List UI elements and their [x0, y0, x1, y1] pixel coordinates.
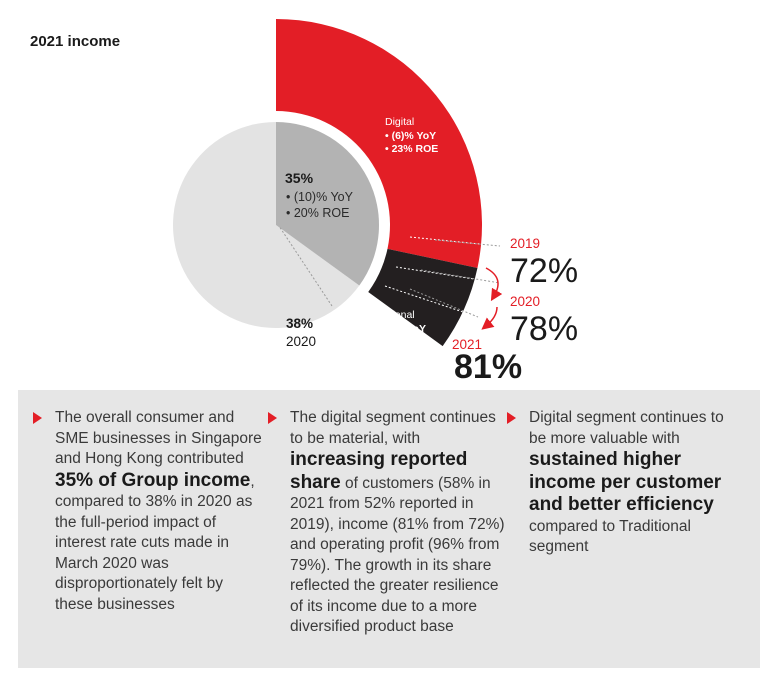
- prior-share-year: 2020: [286, 334, 316, 349]
- note-1-highlight: 35% of Group income: [55, 469, 251, 491]
- note-1-part-2: , compared to 38% in 2020 as the full-pe…: [55, 472, 255, 613]
- trend-leader-line: [384, 285, 479, 318]
- trend-leader-line: [409, 288, 479, 318]
- group-share-value: 35%: [285, 170, 314, 186]
- trend-arrow-icon: [481, 306, 498, 330]
- bullet-arrow-icon: [507, 412, 516, 424]
- note-3: Digital segment continues to be more val…: [507, 408, 739, 558]
- trend-leader-line: [395, 266, 501, 284]
- note-2-highlight: increasing reported share: [290, 449, 468, 493]
- bullet-arrow-icon: [268, 412, 277, 424]
- note-1-part-1: The overall consumer and SME businesses …: [55, 409, 262, 467]
- digital-label: Digital: [385, 116, 414, 128]
- pie-slice-rest-of-group: [173, 122, 360, 328]
- traditional-bullet: • 5% ROE: [369, 335, 416, 347]
- ring-segment-traditional: [368, 248, 478, 347]
- ring-segment-digital: [276, 19, 482, 269]
- traditional-label: Traditional: [366, 309, 415, 321]
- chart-title: 2021 income: [30, 33, 121, 50]
- trend-value-2021: 81%: [454, 348, 522, 386]
- pie-slice-consumer-sme: [276, 122, 379, 286]
- bullet-arrow-icon: [33, 412, 42, 424]
- notes-panel: The overall consumer and SME businesses …: [18, 390, 760, 668]
- trend-arrow-icon: [485, 267, 503, 302]
- trend-value-2020: 78%: [510, 310, 578, 348]
- trend-leader-line: [420, 269, 501, 284]
- note-2-part-1: The digital segment continues to be mate…: [290, 409, 496, 447]
- trend-value-2019: 72%: [510, 252, 578, 290]
- digital-bullet: • 23% ROE: [385, 143, 438, 155]
- trend-year-2019: 2019: [510, 236, 540, 251]
- trend-year-2020: 2020: [510, 294, 540, 309]
- note-2: The digital segment continues to be mate…: [268, 408, 510, 638]
- traditional-bullet: • (24)% YoY: [369, 323, 426, 335]
- group-share-bullet: • (10)% YoY: [286, 190, 354, 204]
- trend-leader-line: [434, 239, 501, 247]
- income-pie-chart: 35% • (10)% YoY • 20% ROE 38% 2020 Digital • (…: [173, 19, 578, 386]
- digital-bullet: • (6)% YoY: [385, 130, 436, 142]
- trend-year-2021: 2021: [452, 337, 482, 352]
- prior-share-value: 38%: [286, 316, 313, 331]
- note-3-highlight: sustained higher income per customer and…: [529, 449, 722, 515]
- note-3-part-1: Digital segment continues to be more val…: [529, 409, 724, 447]
- note-3-part-2: compared to Traditional segment: [529, 517, 691, 556]
- note-2-part-2: of customers (58% in 2021 from 52% repor…: [290, 474, 505, 636]
- note-1: The overall consumer and SME businesses …: [33, 408, 265, 615]
- group-share-bullet: • 20% ROE: [286, 206, 349, 220]
